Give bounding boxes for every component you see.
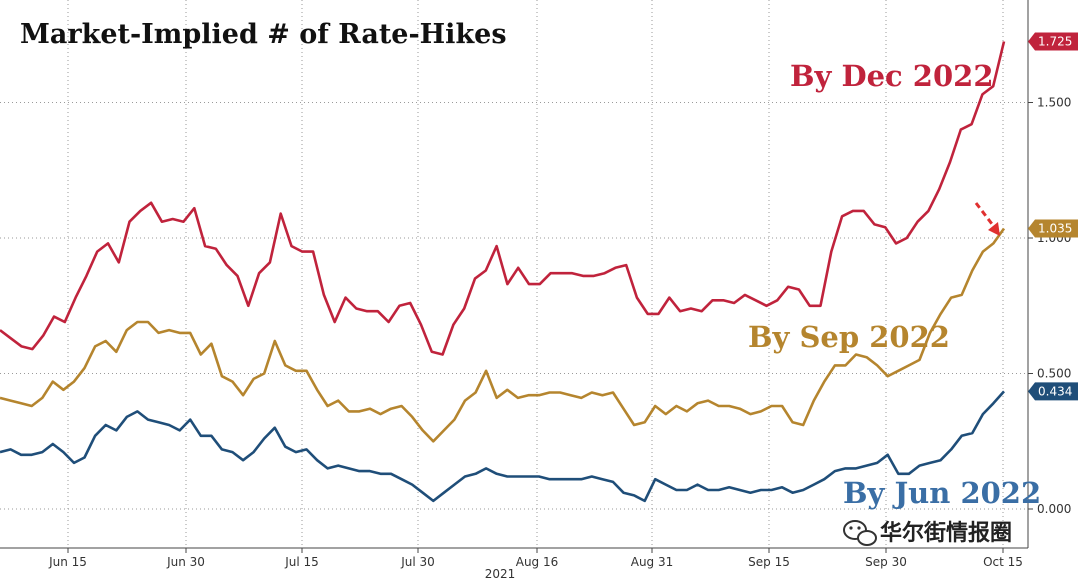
- last-value-text: 0.434: [1038, 384, 1072, 398]
- x-tick-label: Jun 30: [166, 555, 205, 569]
- x-axis-ticks: Jun 15 Jun 30 Jul 15 Jul 30 Aug 16 Aug 31 Sep …: [48, 548, 1023, 569]
- x-tick-label: Jun 15: [48, 555, 87, 569]
- last-value-text: 1.035: [1038, 222, 1072, 236]
- series-label-dec-2022: By Dec 2022: [790, 59, 994, 93]
- last-value-text: 1.725: [1038, 35, 1072, 49]
- x-tick-label: Sep 30: [865, 555, 907, 569]
- x-tick-label: Sep 15: [748, 555, 790, 569]
- y-tick-label: 1.500: [1037, 96, 1071, 110]
- series-line-jun-2022: [0, 390, 1005, 503]
- last-value-flags: 1.725 1.035 0.434: [1028, 32, 1078, 401]
- x-tick-label: Aug 16: [516, 555, 559, 569]
- annotation-arrow: [974, 202, 1000, 236]
- series-line-sep-2022: [0, 227, 1006, 443]
- y-tick-label: 0.500: [1037, 367, 1071, 381]
- series-label-jun-2022: By Jun 2022: [843, 476, 1041, 510]
- x-axis-year-label: 2021: [485, 567, 516, 580]
- last-value-flag-sep-2022: 1.035: [1028, 219, 1078, 238]
- series-line-dec-2022: [0, 41, 1006, 356]
- x-tick-label: Jul 30: [400, 555, 435, 569]
- x-tick-label: Oct 15: [983, 555, 1023, 569]
- watermark-text: 华尔街情报圈: [880, 520, 1012, 546]
- last-value-flag-jun-2022: 0.434: [1028, 382, 1078, 401]
- x-tick-label: Aug 31: [631, 555, 674, 569]
- last-value-flag-dec-2022: 1.725: [1028, 32, 1078, 51]
- y-tick-label: 0.000: [1037, 502, 1071, 516]
- x-tick-label: Jul 15: [284, 555, 319, 569]
- watermark: 华尔街情报圈: [843, 520, 1012, 546]
- axes: [0, 0, 1029, 549]
- wechat-icon: [843, 520, 877, 546]
- series-label-sep-2022: By Sep 2022: [748, 320, 950, 354]
- chart-title: Market-Implied # of Rate-Hikes: [20, 19, 507, 50]
- series-lines: [0, 41, 1006, 503]
